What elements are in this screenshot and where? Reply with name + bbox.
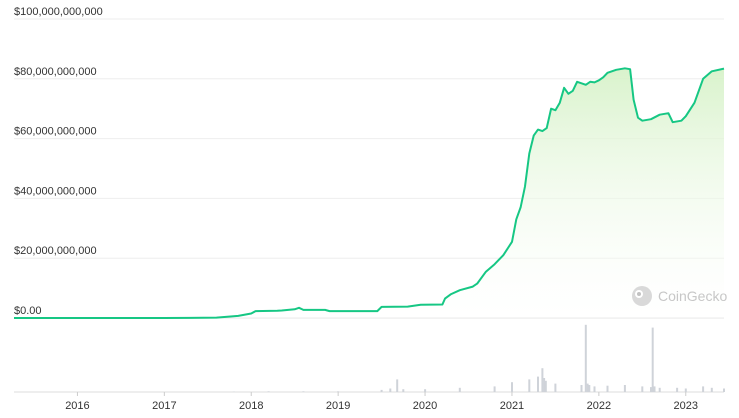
volume-bars: [14, 324, 725, 393]
x-tick-label: 2020: [413, 400, 437, 412]
y-tick-label: $60,000,000,000: [14, 126, 97, 138]
volume-bar: [650, 387, 652, 392]
volume-bar: [528, 379, 531, 392]
x-tick-label: 2017: [152, 400, 176, 412]
volume-bar: [684, 388, 687, 392]
volume-bar: [511, 382, 513, 392]
y-tick-label: $100,000,000,000: [14, 6, 103, 18]
volume-bar: [424, 389, 427, 392]
volume-bar: [380, 389, 383, 392]
volume-bar: [588, 385, 591, 392]
volume-bar: [653, 386, 656, 392]
volume-bar: [302, 391, 305, 392]
volume-bar: [623, 385, 626, 392]
volume-bar: [710, 387, 713, 392]
volume-bar: [396, 379, 399, 392]
volume-bar: [651, 327, 654, 392]
volume-bar: [580, 385, 583, 392]
volume-bar: [658, 387, 661, 392]
x-tick-label: 2019: [326, 400, 350, 412]
volume-bar: [702, 386, 705, 392]
volume-bar: [337, 391, 340, 392]
volume-bar: [554, 383, 557, 392]
volume-bar: [537, 376, 539, 392]
volume-bar: [389, 388, 392, 392]
volume-bar: [593, 386, 596, 392]
y-axis-labels: $0.00 $20,000,000,000 $40,000,000,000 $60,0…: [14, 6, 103, 317]
volume-bar: [267, 391, 270, 392]
volume-bar: [641, 386, 644, 392]
volume-bar: [606, 385, 609, 392]
x-tick-label: 2018: [239, 400, 263, 412]
volume-bar: [402, 389, 405, 392]
volume-bar: [493, 386, 496, 392]
x-axis-labels: 2016 2017 2018 2019 2020 2021 2022 2023: [65, 392, 698, 412]
volume-bar: [544, 380, 547, 392]
x-tick-label: 2016: [65, 400, 89, 412]
coingecko-logo-icon: [632, 286, 652, 306]
y-tick-label: $40,000,000,000: [14, 185, 97, 197]
x-tick-label: 2021: [500, 400, 524, 412]
volume-bar: [541, 368, 544, 392]
y-tick-label: $80,000,000,000: [14, 66, 97, 78]
area-fill: [14, 68, 724, 318]
coingecko-watermark: CoinGecko: [632, 286, 727, 306]
volume-bar: [586, 383, 589, 392]
x-tick-label: 2023: [674, 400, 698, 412]
volume-bar: [723, 388, 725, 392]
volume-bar: [543, 378, 546, 392]
series-area: [14, 68, 724, 318]
series-line: [14, 67, 725, 319]
y-tick-label: $0.00: [14, 305, 42, 317]
watermark-text: CoinGecko: [658, 288, 727, 304]
x-tick-label: 2022: [587, 400, 611, 412]
series-line-path: [14, 67, 725, 319]
volume-bar: [676, 387, 679, 392]
volume-bar: [584, 324, 587, 392]
volume-bar: [458, 387, 461, 392]
y-tick-label: $20,000,000,000: [14, 245, 97, 257]
